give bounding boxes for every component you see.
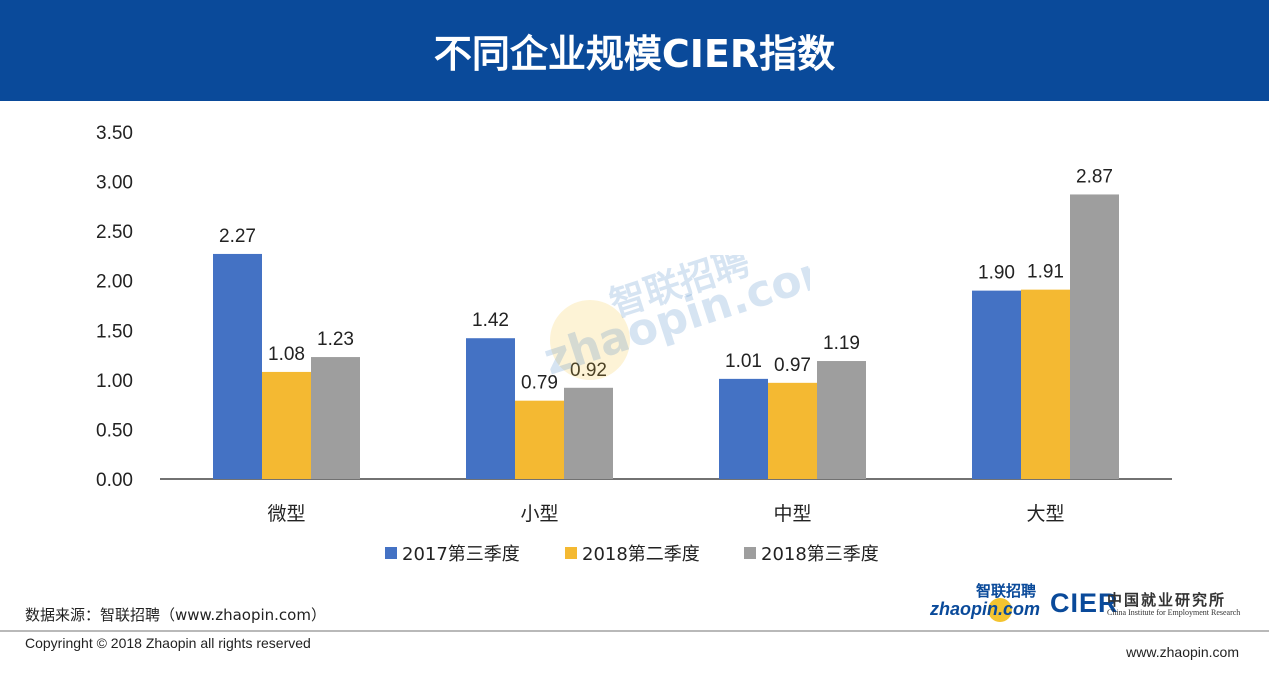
x-tick-label: 中型 xyxy=(773,503,811,525)
page-title: 不同企业规模CIER指数 xyxy=(433,32,836,76)
y-tick-label: 3.00 xyxy=(96,173,133,194)
bar xyxy=(262,371,311,479)
legend-swatch xyxy=(385,547,397,559)
bar xyxy=(311,357,360,479)
zhaopin-logo: 智联招聘 zhaopin.com xyxy=(929,582,1040,622)
legend-swatch xyxy=(744,547,756,559)
zhaopin-logo-cn: 智联招聘 xyxy=(976,582,1036,600)
legend-label: 2017第三季度 xyxy=(402,544,520,565)
y-tick-label: 2.50 xyxy=(96,222,133,243)
legend-label: 2018第二季度 xyxy=(582,544,700,565)
legend-swatch xyxy=(565,547,577,559)
website-link[interactable]: www.zhaopin.com xyxy=(1126,644,1239,660)
data-label: 1.19 xyxy=(823,333,860,354)
bar xyxy=(564,387,613,479)
y-tick-label: 1.00 xyxy=(96,371,133,392)
bar xyxy=(1021,289,1070,479)
zhaopin-watermark: 智联招聘 zhaopin.com xyxy=(538,255,810,385)
bar xyxy=(768,382,817,479)
x-tick-label: 大型 xyxy=(1026,503,1064,525)
data-label: 1.08 xyxy=(268,344,305,365)
y-tick-label: 3.50 xyxy=(96,123,133,144)
data-label: 1.01 xyxy=(725,351,762,372)
x-tick-label: 微型 xyxy=(267,503,305,525)
data-label: 1.23 xyxy=(317,329,354,350)
footer-divider xyxy=(0,630,1269,632)
bar-chart: 0.00 0.50 1.00 1.50 2.00 2.50 3.00 3.50 2.27 1.08… xyxy=(96,123,1172,565)
bar xyxy=(1070,194,1119,479)
y-tick-label: 1.50 xyxy=(96,321,133,342)
data-label: 1.91 xyxy=(1027,262,1064,283)
data-label: 0.92 xyxy=(570,360,607,381)
x-tick-label: 小型 xyxy=(520,503,558,525)
bar xyxy=(515,400,564,479)
data-label: 1.90 xyxy=(978,263,1015,284)
bar xyxy=(817,361,866,479)
data-label: 0.97 xyxy=(774,355,811,376)
y-tick-label: 2.00 xyxy=(96,272,133,293)
cier-logo-en: China Institute for Employment Research xyxy=(1107,608,1241,617)
bar xyxy=(972,290,1021,479)
data-label: 2.27 xyxy=(219,226,256,247)
copyright-text: Copyringht © 2018 Zhaopin all rights res… xyxy=(25,635,311,651)
data-label: 1.42 xyxy=(472,310,509,331)
data-source-note: 数据来源：智联招聘（www.zhaopin.com） xyxy=(25,606,326,624)
legend-label: 2018第三季度 xyxy=(761,544,879,565)
bar xyxy=(719,378,768,479)
title-banner xyxy=(0,0,1269,101)
zhaopin-logo-en: zhaopin.com xyxy=(929,599,1040,619)
y-tick-label: 0.50 xyxy=(96,420,133,441)
bar xyxy=(466,338,515,479)
data-label: 2.87 xyxy=(1076,166,1113,187)
cier-logo-mark: CIER xyxy=(1050,588,1119,618)
data-label: 0.79 xyxy=(521,373,558,394)
bar xyxy=(213,253,262,479)
y-tick-label: 0.00 xyxy=(96,470,133,491)
cier-logo-cn: 中国就业研究所 xyxy=(1107,591,1227,609)
cier-logo: CIER 中国就业研究所 China Institute for Employm… xyxy=(1050,588,1250,620)
